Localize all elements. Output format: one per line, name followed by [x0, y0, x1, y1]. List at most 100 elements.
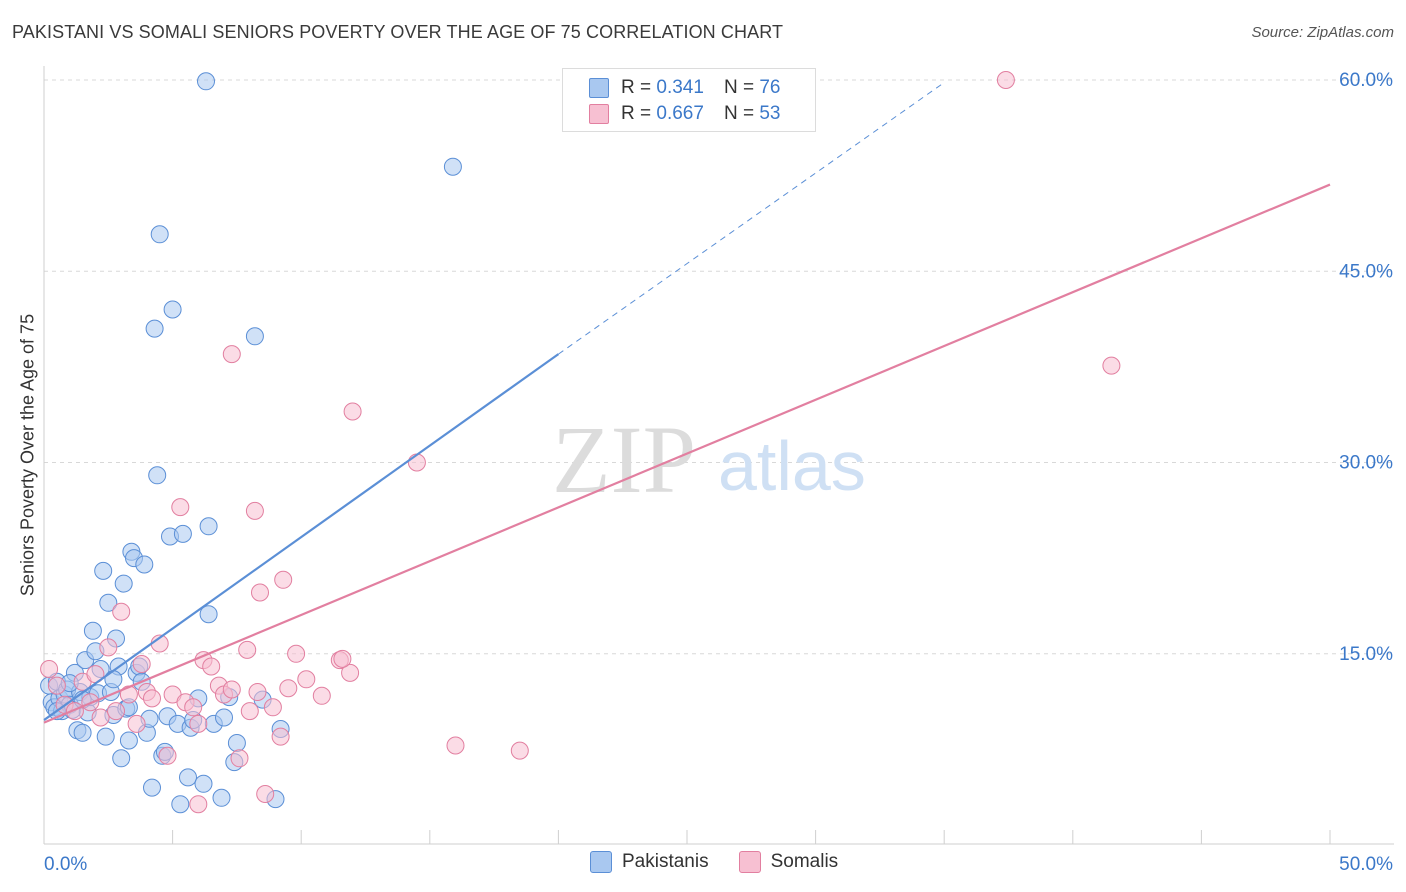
legend-row-pakistanis: R = 0.341 N = 76	[589, 76, 780, 100]
pakistanis-point	[179, 768, 197, 787]
pakistanis-points	[40, 72, 462, 814]
pakistanis-point	[163, 300, 182, 319]
trend-lines	[43, 82, 1331, 724]
pakistanis-point	[96, 727, 115, 746]
somalis-point	[271, 727, 290, 746]
legend-r-label: R =	[621, 103, 652, 124]
pakistanis-point	[199, 517, 218, 536]
somalis-point	[251, 583, 269, 602]
pakistanis-point	[150, 225, 169, 244]
somalis-point	[202, 657, 221, 676]
somalis-point	[1102, 356, 1121, 375]
somalis-point	[47, 676, 66, 695]
somalis-point	[256, 785, 275, 803]
legend-n-value: 76	[759, 77, 781, 98]
pakistanis-point	[73, 723, 92, 742]
somalis-point	[112, 602, 131, 621]
somalis-point	[341, 663, 360, 682]
somalis-point	[171, 498, 190, 517]
somalis-point	[230, 749, 249, 768]
somalis-trend-line	[43, 183, 1331, 724]
y-axis-label: Seniors Poverty Over the Age of 75	[17, 313, 38, 597]
chart-title: PAKISTANI VS SOMALI SENIORS POVERTY OVER…	[12, 22, 784, 42]
pakistanis-point	[443, 157, 462, 176]
somalis-point	[127, 714, 146, 733]
somalis-point	[143, 689, 161, 708]
watermark-atlas: atlas	[718, 427, 866, 505]
legend-r-label: R =	[621, 77, 652, 98]
pakistanis-point	[197, 72, 215, 91]
swatch-somalis	[738, 851, 761, 873]
somalis-point	[333, 649, 352, 668]
grid-lines	[44, 79, 1394, 655]
pakistanis-point	[245, 327, 264, 346]
legend-label-pakistanis: Pakistanis	[622, 851, 709, 872]
y-tick-label: 30.0%	[1339, 453, 1393, 474]
somalis-point	[189, 714, 208, 733]
swatch-pakistanis	[590, 851, 612, 873]
somalis-points	[40, 71, 1121, 814]
legend-row-somalis: R = 0.667 N = 53	[589, 102, 780, 126]
y-tick-label: 45.0%	[1339, 261, 1393, 282]
legend-n-label: N =	[723, 77, 755, 98]
y-tick-label: 60.0%	[1339, 70, 1393, 91]
somalis-point	[132, 655, 151, 673]
somalis-point	[248, 683, 267, 701]
correlation-legend: R = 0.341 N = 76 R = 0.667 N = 53	[562, 68, 816, 132]
somalis-point	[287, 644, 306, 663]
pakistanis-point	[94, 561, 113, 580]
y-tick-label: 15.0%	[1339, 644, 1393, 665]
legend-r-value: 0.341	[656, 77, 704, 98]
pakistanis-point	[227, 734, 246, 752]
somalis-point	[279, 679, 298, 698]
somalis-point	[263, 698, 282, 717]
somalis-point	[446, 736, 465, 755]
source-credit: Source: ZipAtlas.com	[1251, 24, 1394, 41]
legend-label-somalis: Somalis	[770, 851, 839, 872]
pakistanis-point	[119, 731, 138, 750]
pakistanis-point	[148, 466, 167, 485]
legend-n-value: 53	[759, 103, 781, 124]
somalis-point	[189, 795, 208, 814]
somalis-point	[40, 660, 59, 678]
somalis-point	[245, 501, 264, 520]
pakistanis-point	[215, 708, 233, 727]
pakistanis-trend-line	[43, 353, 560, 721]
pakistanis-point	[212, 788, 231, 807]
pakistanis-point	[199, 605, 218, 624]
legend-item-somalis[interactable]: Somalis	[738, 851, 839, 873]
pakistanis-point	[143, 778, 161, 797]
somalis-point	[343, 402, 362, 421]
pakistanis-point	[135, 555, 154, 574]
axes	[43, 66, 1394, 845]
legend-item-pakistanis[interactable]: Pakistanis	[590, 851, 709, 873]
somalis-point	[407, 453, 426, 472]
somalis-point	[99, 638, 118, 657]
x-tick-label: 0.0%	[44, 854, 87, 875]
pakistanis-point	[173, 524, 192, 543]
somalis-point	[274, 570, 293, 589]
somalis-point	[297, 670, 316, 689]
somalis-point	[510, 741, 529, 760]
legend-r-value: 0.667	[656, 103, 704, 124]
somalis-point	[312, 686, 331, 705]
series-legend: Pakistanis Somalis	[590, 851, 868, 873]
legend-swatch-pakistanis	[589, 78, 609, 98]
somalis-point	[996, 71, 1015, 89]
x-tick-label: 50.0%	[1339, 854, 1393, 875]
pakistanis-trend-extension	[558, 82, 945, 355]
somalis-point	[107, 702, 125, 721]
watermark: ZIP atlas	[552, 406, 866, 513]
pakistanis-point	[171, 795, 190, 814]
pakistanis-point	[112, 749, 131, 768]
pakistanis-point	[83, 621, 102, 640]
pakistanis-point	[114, 574, 133, 593]
somalis-point	[184, 698, 203, 717]
somalis-point	[240, 702, 259, 721]
somalis-point	[238, 640, 257, 659]
somalis-point	[91, 708, 110, 727]
tick-labels: 15.0% 30.0% 45.0% 60.0% 0.0% 50.0%	[44, 70, 1393, 875]
legend-swatch-somalis	[589, 104, 609, 124]
somalis-point	[222, 345, 241, 364]
